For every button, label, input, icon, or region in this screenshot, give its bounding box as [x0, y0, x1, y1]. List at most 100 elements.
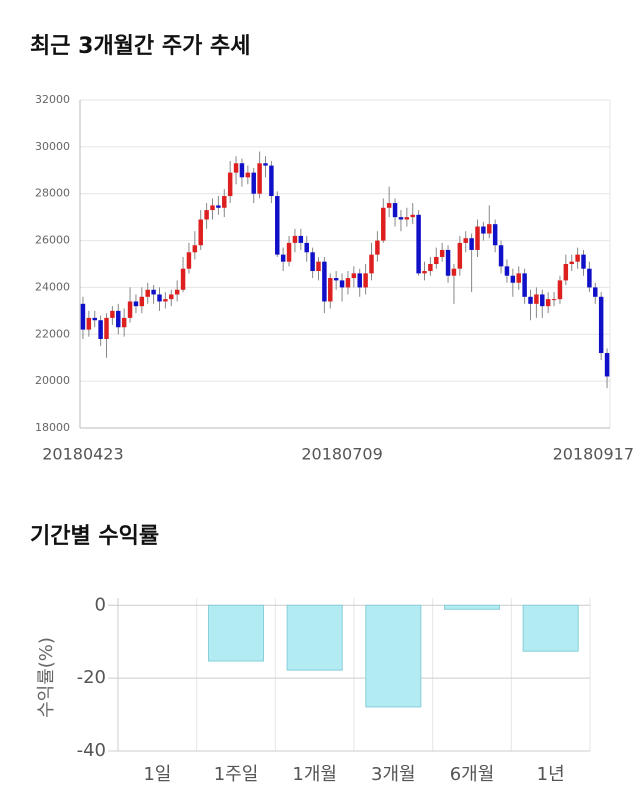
candle-body: [469, 238, 474, 250]
candle-body: [581, 254, 586, 269]
x-tick-label: 3개월: [371, 764, 416, 785]
candle-body: [575, 254, 580, 262]
candle-body: [481, 226, 486, 234]
candle-body: [598, 296, 604, 354]
candle-body: [363, 273, 368, 288]
candle-body: [251, 172, 256, 194]
x-tick-label: 1일: [143, 764, 171, 785]
candle-body: [127, 301, 133, 318]
candle-body: [80, 303, 86, 330]
y-tick-label: -40: [77, 740, 106, 761]
candle-body: [227, 172, 233, 197]
candle-body: [186, 252, 192, 269]
candle-body: [269, 165, 274, 197]
y-tick-label: 18000: [35, 421, 70, 434]
bar: [365, 604, 422, 708]
candle-body: [357, 273, 362, 288]
candle-body: [345, 278, 351, 288]
candle-body: [381, 207, 386, 241]
candle-body: [351, 273, 357, 279]
candle-body: [404, 217, 410, 220]
candle-body: [375, 240, 380, 255]
candle-body: [304, 242, 309, 253]
candle-body: [298, 235, 304, 243]
candle-body: [328, 278, 333, 302]
candle-body: [210, 205, 215, 211]
y-tick-label: 0: [95, 594, 106, 615]
candle-body: [463, 238, 468, 243]
candle-body: [275, 196, 280, 255]
candle-body: [545, 299, 551, 307]
y-tick-label: 24000: [35, 280, 70, 293]
candle-body: [198, 219, 203, 246]
candle-body: [510, 275, 516, 283]
candle-body: [563, 264, 569, 281]
candle-body: [116, 310, 121, 328]
candle-body: [92, 317, 97, 321]
x-tick-label: 20180709: [301, 445, 382, 464]
candle-body: [428, 264, 433, 272]
candle-body: [280, 254, 286, 262]
candle-body: [233, 163, 239, 173]
y-tick-label: 28000: [35, 187, 70, 200]
candle-body: [204, 210, 209, 220]
candle-body: [292, 235, 298, 243]
candle-body: [492, 224, 498, 246]
candle-body: [410, 214, 415, 218]
candle-body: [180, 268, 186, 290]
chart-title: 최근 3개월간 주가 추세: [30, 34, 250, 59]
candle-body: [386, 203, 392, 208]
x-tick-label: 1주일: [214, 764, 259, 785]
candle-body: [110, 310, 115, 318]
y-tick-label: 22000: [35, 327, 70, 340]
candle-body: [286, 242, 292, 262]
candle-body: [174, 289, 180, 295]
candle-body: [339, 280, 345, 288]
candle-body: [498, 245, 504, 267]
candle-body: [145, 289, 150, 297]
candle-body: [540, 294, 545, 307]
candle-body: [133, 301, 139, 307]
candle-body: [445, 249, 451, 276]
x-tick-label: 20180423: [42, 445, 123, 464]
candle-body: [121, 317, 127, 328]
y-tick-label: 30000: [35, 140, 70, 153]
x-tick-label: 6개월: [450, 764, 495, 785]
candle-body: [534, 294, 539, 304]
bar: [286, 604, 343, 671]
bar: [443, 604, 501, 610]
bar: [522, 604, 579, 652]
candle-body: [604, 353, 610, 377]
candle-body: [587, 268, 592, 288]
candle-body: [310, 252, 315, 272]
y-tick-label: 20000: [35, 374, 70, 387]
candle-body: [593, 287, 598, 297]
candle-body: [422, 271, 427, 274]
candle-body: [104, 317, 109, 339]
candle-body: [216, 205, 221, 208]
y-tick-label: 32000: [35, 93, 70, 106]
bar: [207, 604, 265, 662]
y-axis-label: 수익률(%): [36, 637, 57, 718]
candle-body: [504, 266, 510, 276]
candle-body: [392, 203, 398, 218]
x-tick-label: 1년: [537, 764, 565, 785]
candle-body: [316, 261, 321, 272]
candle-body: [569, 261, 574, 264]
candle-body: [257, 163, 262, 194]
candle-body: [169, 294, 174, 300]
candle-body: [98, 320, 103, 339]
candle-body: [245, 172, 251, 178]
candle-body: [333, 278, 339, 281]
x-tick-label: 20180917: [553, 445, 634, 464]
candle-body: [139, 296, 145, 307]
candle-body: [86, 317, 92, 330]
x-tick-label: 1개월: [292, 764, 337, 785]
y-tick-label: -20: [77, 667, 106, 688]
candle-body: [522, 273, 527, 297]
chart-title: 기간별 수익률: [30, 524, 159, 549]
candle-body: [157, 294, 162, 302]
candle-body: [516, 273, 521, 283]
candle-body: [398, 217, 404, 220]
